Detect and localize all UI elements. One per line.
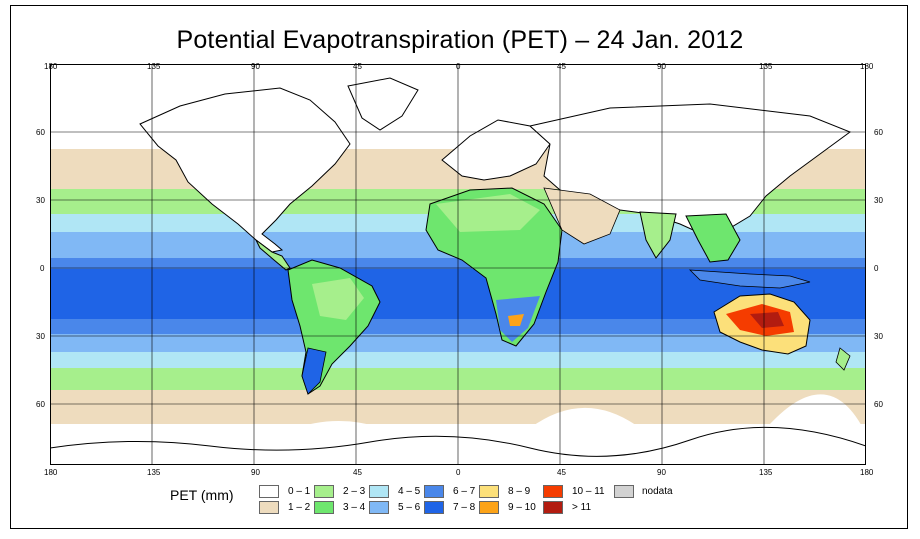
legend-swatch <box>614 485 634 498</box>
legend-label: 9 – 10 <box>508 502 536 513</box>
lon-label-bottom: 90 <box>657 468 666 477</box>
lon-label-top: 45 <box>353 62 362 71</box>
lon-label-top: 0 <box>456 62 461 71</box>
map-border <box>50 64 866 465</box>
legend-label: > 11 <box>572 502 591 513</box>
legend-label: 4 – 5 <box>398 486 421 497</box>
land-kalahari <box>508 314 524 326</box>
legend-swatch <box>314 501 334 514</box>
legend-swatch <box>314 485 334 498</box>
lon-label-top: 90 <box>251 62 260 71</box>
land-indonesia <box>688 269 811 289</box>
lon-label-top: 180 <box>44 62 58 71</box>
land-north-america <box>139 87 351 253</box>
land-sahara <box>436 194 540 232</box>
map-title: Potential Evapotranspiration (PET) – 24 … <box>176 26 744 54</box>
lon-label-bottom: 180 <box>44 468 58 477</box>
land-new-zealand <box>835 347 851 371</box>
legend-label: 7 – 8 <box>453 502 476 513</box>
land-south-america-south <box>301 347 327 395</box>
lat-label-left: 30 <box>36 332 45 341</box>
legend-label: nodata <box>642 486 673 497</box>
legend-swatch <box>259 485 279 498</box>
lon-label-top: 45 <box>557 62 566 71</box>
legend-title: PET (mm) <box>170 487 234 503</box>
land-central-america <box>255 239 291 271</box>
lon-label-bottom: 45 <box>353 468 362 477</box>
legend-label: 5 – 6 <box>398 502 421 513</box>
legend-label: 3 – 4 <box>343 502 366 513</box>
land-southeast-asia <box>685 213 741 263</box>
lat-label-right: 60 <box>874 128 883 137</box>
lon-label-top: 90 <box>657 62 666 71</box>
legend-swatch <box>479 501 499 514</box>
land-europe <box>441 119 551 181</box>
lat-label-right: 30 <box>874 196 883 205</box>
lon-label-bottom: 180 <box>860 468 874 477</box>
lat-label-left: 60 <box>36 128 45 137</box>
lat-label-left: 0 <box>40 264 45 273</box>
lon-label-bottom: 135 <box>759 468 773 477</box>
legend-swatch <box>369 501 389 514</box>
land-antarctica <box>50 426 866 457</box>
lon-label-top: 135 <box>759 62 773 71</box>
legend-swatch <box>479 485 499 498</box>
lon-label-bottom: 90 <box>251 468 260 477</box>
graticule <box>50 64 866 465</box>
legend-label: 6 – 7 <box>453 486 476 497</box>
legend-label: 0 – 1 <box>288 486 311 497</box>
legend-label: 2 – 3 <box>343 486 366 497</box>
land-greenland <box>347 77 419 131</box>
land-india <box>639 211 677 259</box>
lon-label-top: 135 <box>147 62 161 71</box>
lat-label-left: 30 <box>36 196 45 205</box>
legend-swatch <box>543 501 563 514</box>
land-australia-hottest <box>750 312 784 328</box>
legend-swatch <box>424 501 444 514</box>
land-middle-east <box>543 187 621 245</box>
legend-swatch <box>543 485 563 498</box>
legend-swatch <box>259 501 279 514</box>
lon-label-bottom: 0 <box>456 468 461 477</box>
pet-world-map <box>50 64 866 465</box>
legend-swatch <box>369 485 389 498</box>
lon-label-top: 180 <box>860 62 874 71</box>
lat-label-left: 60 <box>36 400 45 409</box>
lon-label-bottom: 45 <box>557 468 566 477</box>
lat-label-right: 0 <box>874 264 879 273</box>
legend-label: 8 – 9 <box>508 486 531 497</box>
lat-label-right: 30 <box>874 332 883 341</box>
legend-label: 1 – 2 <box>288 502 311 513</box>
lon-label-bottom: 135 <box>147 468 161 477</box>
legend-label: 10 – 11 <box>572 486 605 497</box>
lat-label-right: 60 <box>874 400 883 409</box>
legend-swatch <box>424 485 444 498</box>
land-south-america-interior <box>312 278 364 320</box>
